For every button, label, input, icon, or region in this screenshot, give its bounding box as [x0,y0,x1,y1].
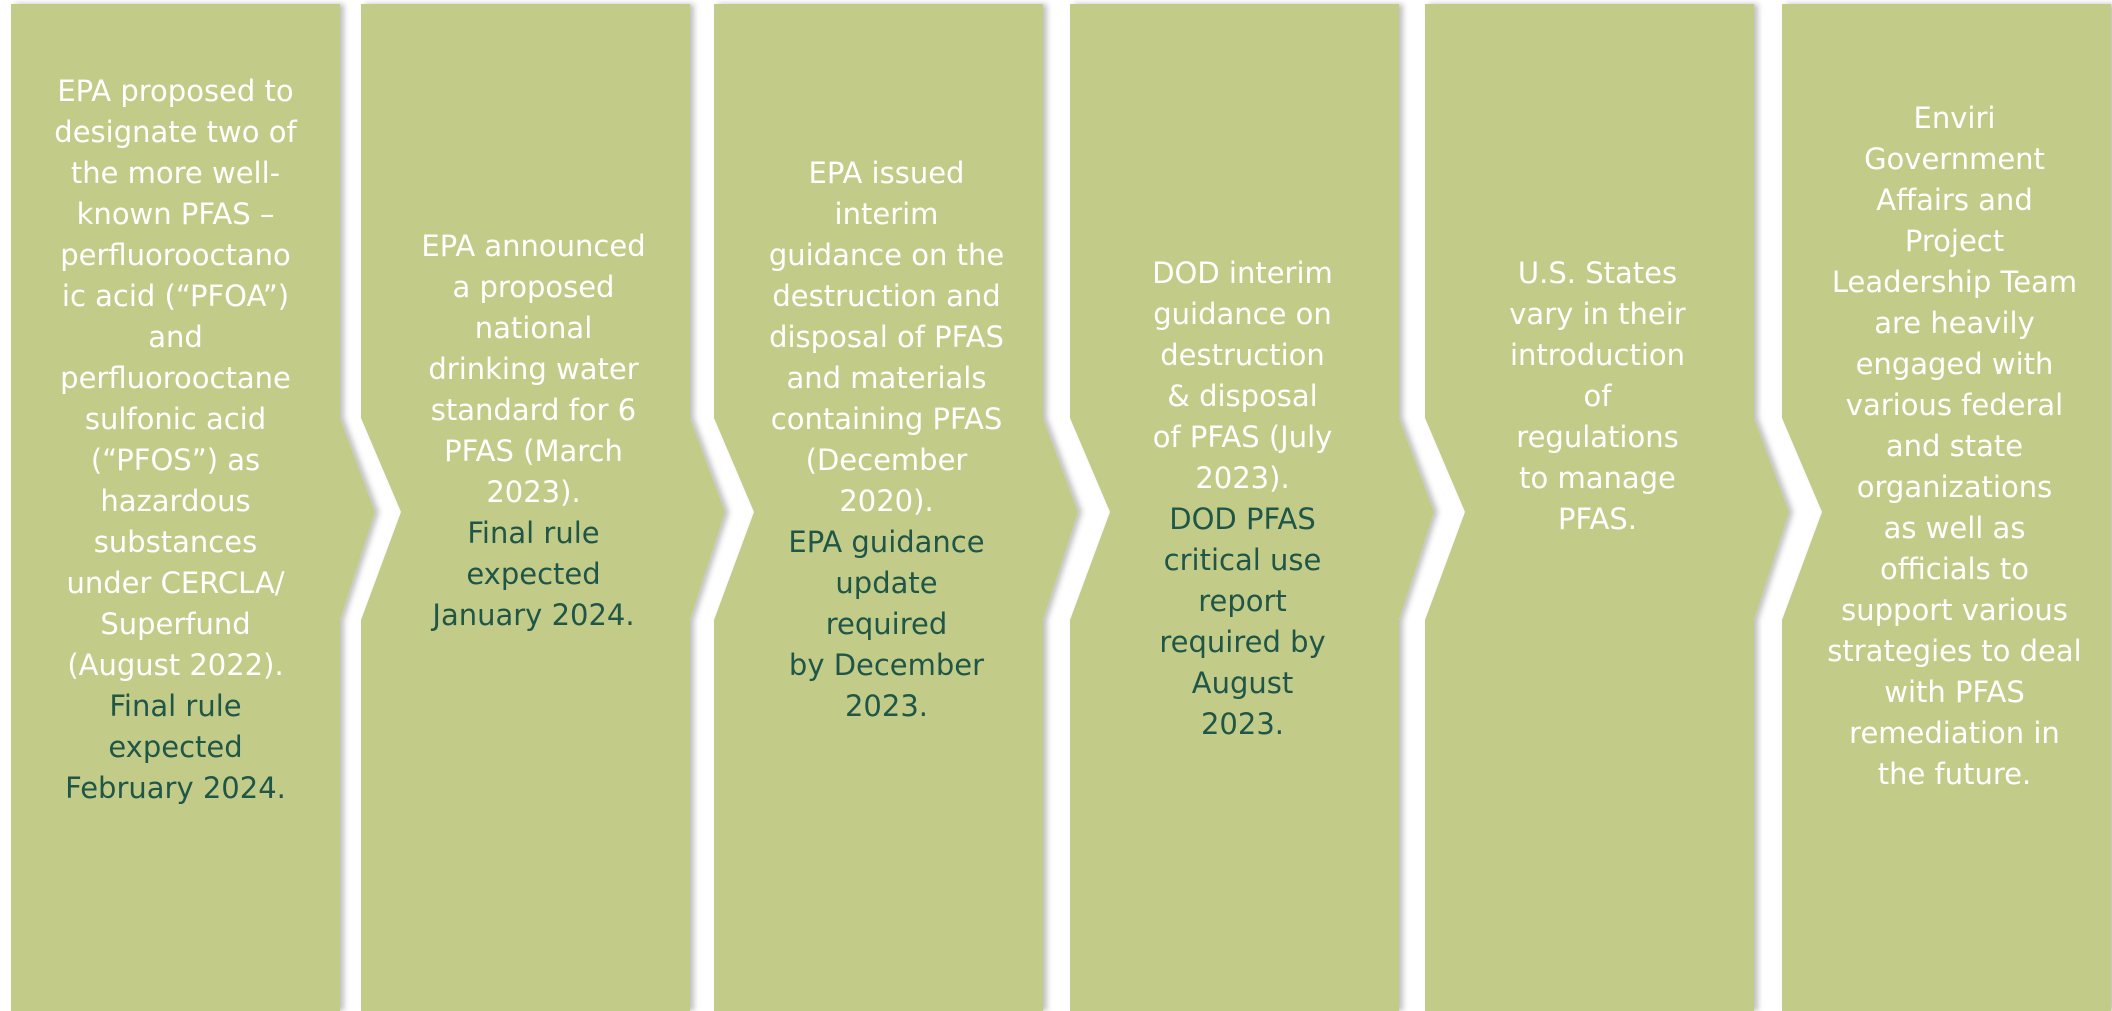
step-note: 2023. [845,689,928,723]
step-text: national [475,311,593,345]
chevron-step [1782,4,2111,1011]
step-text: guidance on [1153,297,1332,331]
step-text: introduction [1510,338,1685,372]
step-text: of PFAS (July [1153,420,1333,454]
step-note: DOD PFAS [1169,502,1315,536]
step-text: (“PFOS”) as [91,443,260,477]
step-note: expected [108,730,242,764]
step-text: are heavily [1874,306,2035,340]
chevron-step [11,4,375,1011]
step-text: destruction [1160,338,1325,372]
step-text: Government [1864,142,2045,176]
step-text: disposal of PFAS [769,320,1004,354]
chevron-step [361,4,725,1011]
step-text: support various [1841,593,2068,627]
step-text: a proposed [453,270,615,304]
step-text: Project [1905,224,2004,258]
step-text: (August 2022). [67,648,283,682]
step-note: January 2024. [430,598,634,632]
step-text: 2023). [1195,461,1289,495]
step-text: ic acid (“PFOA”) [62,279,289,313]
step-text: drinking water [428,352,638,386]
step-text: PFAS (March [444,434,623,468]
step-text: Enviri [1914,101,1996,135]
step-text: designate two of [54,115,297,149]
step-text: the more well- [71,156,280,190]
step-text: U.S. States [1518,256,1677,290]
step-note: EPA guidance [788,525,984,559]
step-text: as well as [1884,511,2026,545]
step-text: of [1584,379,1613,413]
step-text: 2023). [486,475,580,509]
step-text: containing PFAS [771,402,1002,436]
step-text: and [148,320,203,354]
step-note: February 2024. [65,771,286,805]
step-text: known PFAS – [77,197,275,231]
step-note: Final rule [467,516,599,550]
step-text: under CERCLA/ [66,566,284,600]
step-text: EPA announced [421,229,645,263]
step-text: EPA proposed to [57,74,293,108]
step-text: & disposal [1167,379,1318,413]
step-text: various federal [1846,388,2063,422]
step-note: required by [1159,625,1325,659]
step-text: interim [835,197,939,231]
step-text: vary in their [1509,297,1686,331]
step-text: PFAS. [1558,502,1637,536]
step-text: regulations [1516,420,1678,454]
step-text: and state [1886,429,2023,463]
step-text: Leadership Team [1832,265,2077,299]
step-note: Final rule [109,689,241,723]
step-text: sulfonic acid [85,402,266,436]
step-text: with PFAS [1884,675,2025,709]
step-text: hazardous [100,484,250,518]
step-note: 2023. [1201,707,1284,741]
step-text: EPA issued [809,156,965,190]
step-text: Superfund [100,607,250,641]
step-note: August [1192,666,1294,700]
step-text: Affairs and [1876,183,2032,217]
step-text: officials to [1880,552,2029,586]
step-note: update [835,566,937,600]
step-text: organizations [1857,470,2052,504]
step-text: (December [806,443,968,477]
step-text: DOD interim [1152,256,1333,290]
step-note: required [826,607,948,641]
step-text: remediation in [1849,716,2060,750]
step-note: by December [789,648,984,682]
step-text: perfluorooctano [60,238,291,272]
step-text: strategies to deal [1827,634,2081,668]
step-text: engaged with [1856,347,2054,381]
chevron-step [1070,4,1434,1011]
step-text: destruction and [772,279,1000,313]
step-note: critical use [1164,543,1322,577]
step-text: to manage [1519,461,1676,495]
step-text: perfluorooctane [60,361,291,395]
step-note: report [1198,584,1287,618]
step-text: and materials [787,361,987,395]
step-text: standard for 6 [431,393,636,427]
chevron-step [1425,4,1789,1011]
step-text: guidance on the [769,238,1004,272]
chevron-step [714,4,1078,1011]
step-text: 2020). [839,484,933,518]
step-text: substances [94,525,257,559]
step-text: the future. [1878,757,2032,791]
step-note: expected [466,557,600,591]
